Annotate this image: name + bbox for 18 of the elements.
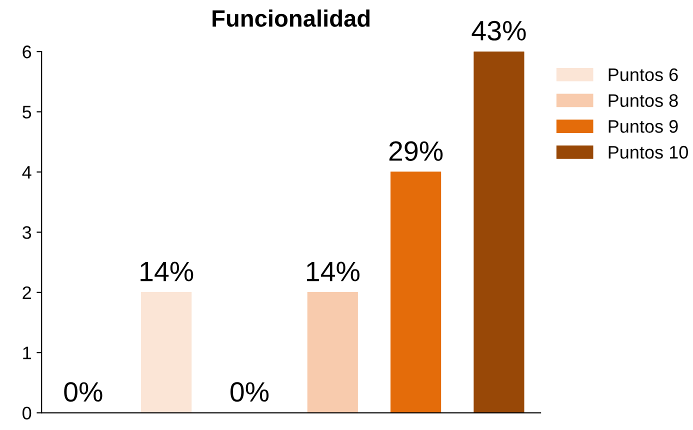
y-tick-label: 0 (22, 406, 32, 420)
annotation: 0% (64, 382, 102, 402)
y-tick-label: 3 (22, 226, 32, 239)
y-tick-label: 4 (22, 166, 32, 179)
chart-title: Funcionalidad (212, 9, 370, 27)
y-tick-label: 1 (23, 346, 31, 360)
y-tick-label: 6 (22, 46, 32, 58)
annotation: 29% (389, 141, 443, 161)
legend-label: Puntos 9 (608, 120, 678, 133)
y-tick-label: 5 (22, 106, 32, 119)
annotation: 43% (472, 20, 526, 41)
y-tick-label: 2 (22, 286, 31, 299)
annotation: 14% (306, 262, 360, 282)
legend-label: Puntos 10 (608, 146, 688, 159)
annotation: 0% (230, 382, 269, 402)
legend-label: Puntos 6 (608, 68, 678, 82)
annotation: 14% (140, 262, 194, 282)
legend-label: Puntos 8 (608, 94, 678, 107)
